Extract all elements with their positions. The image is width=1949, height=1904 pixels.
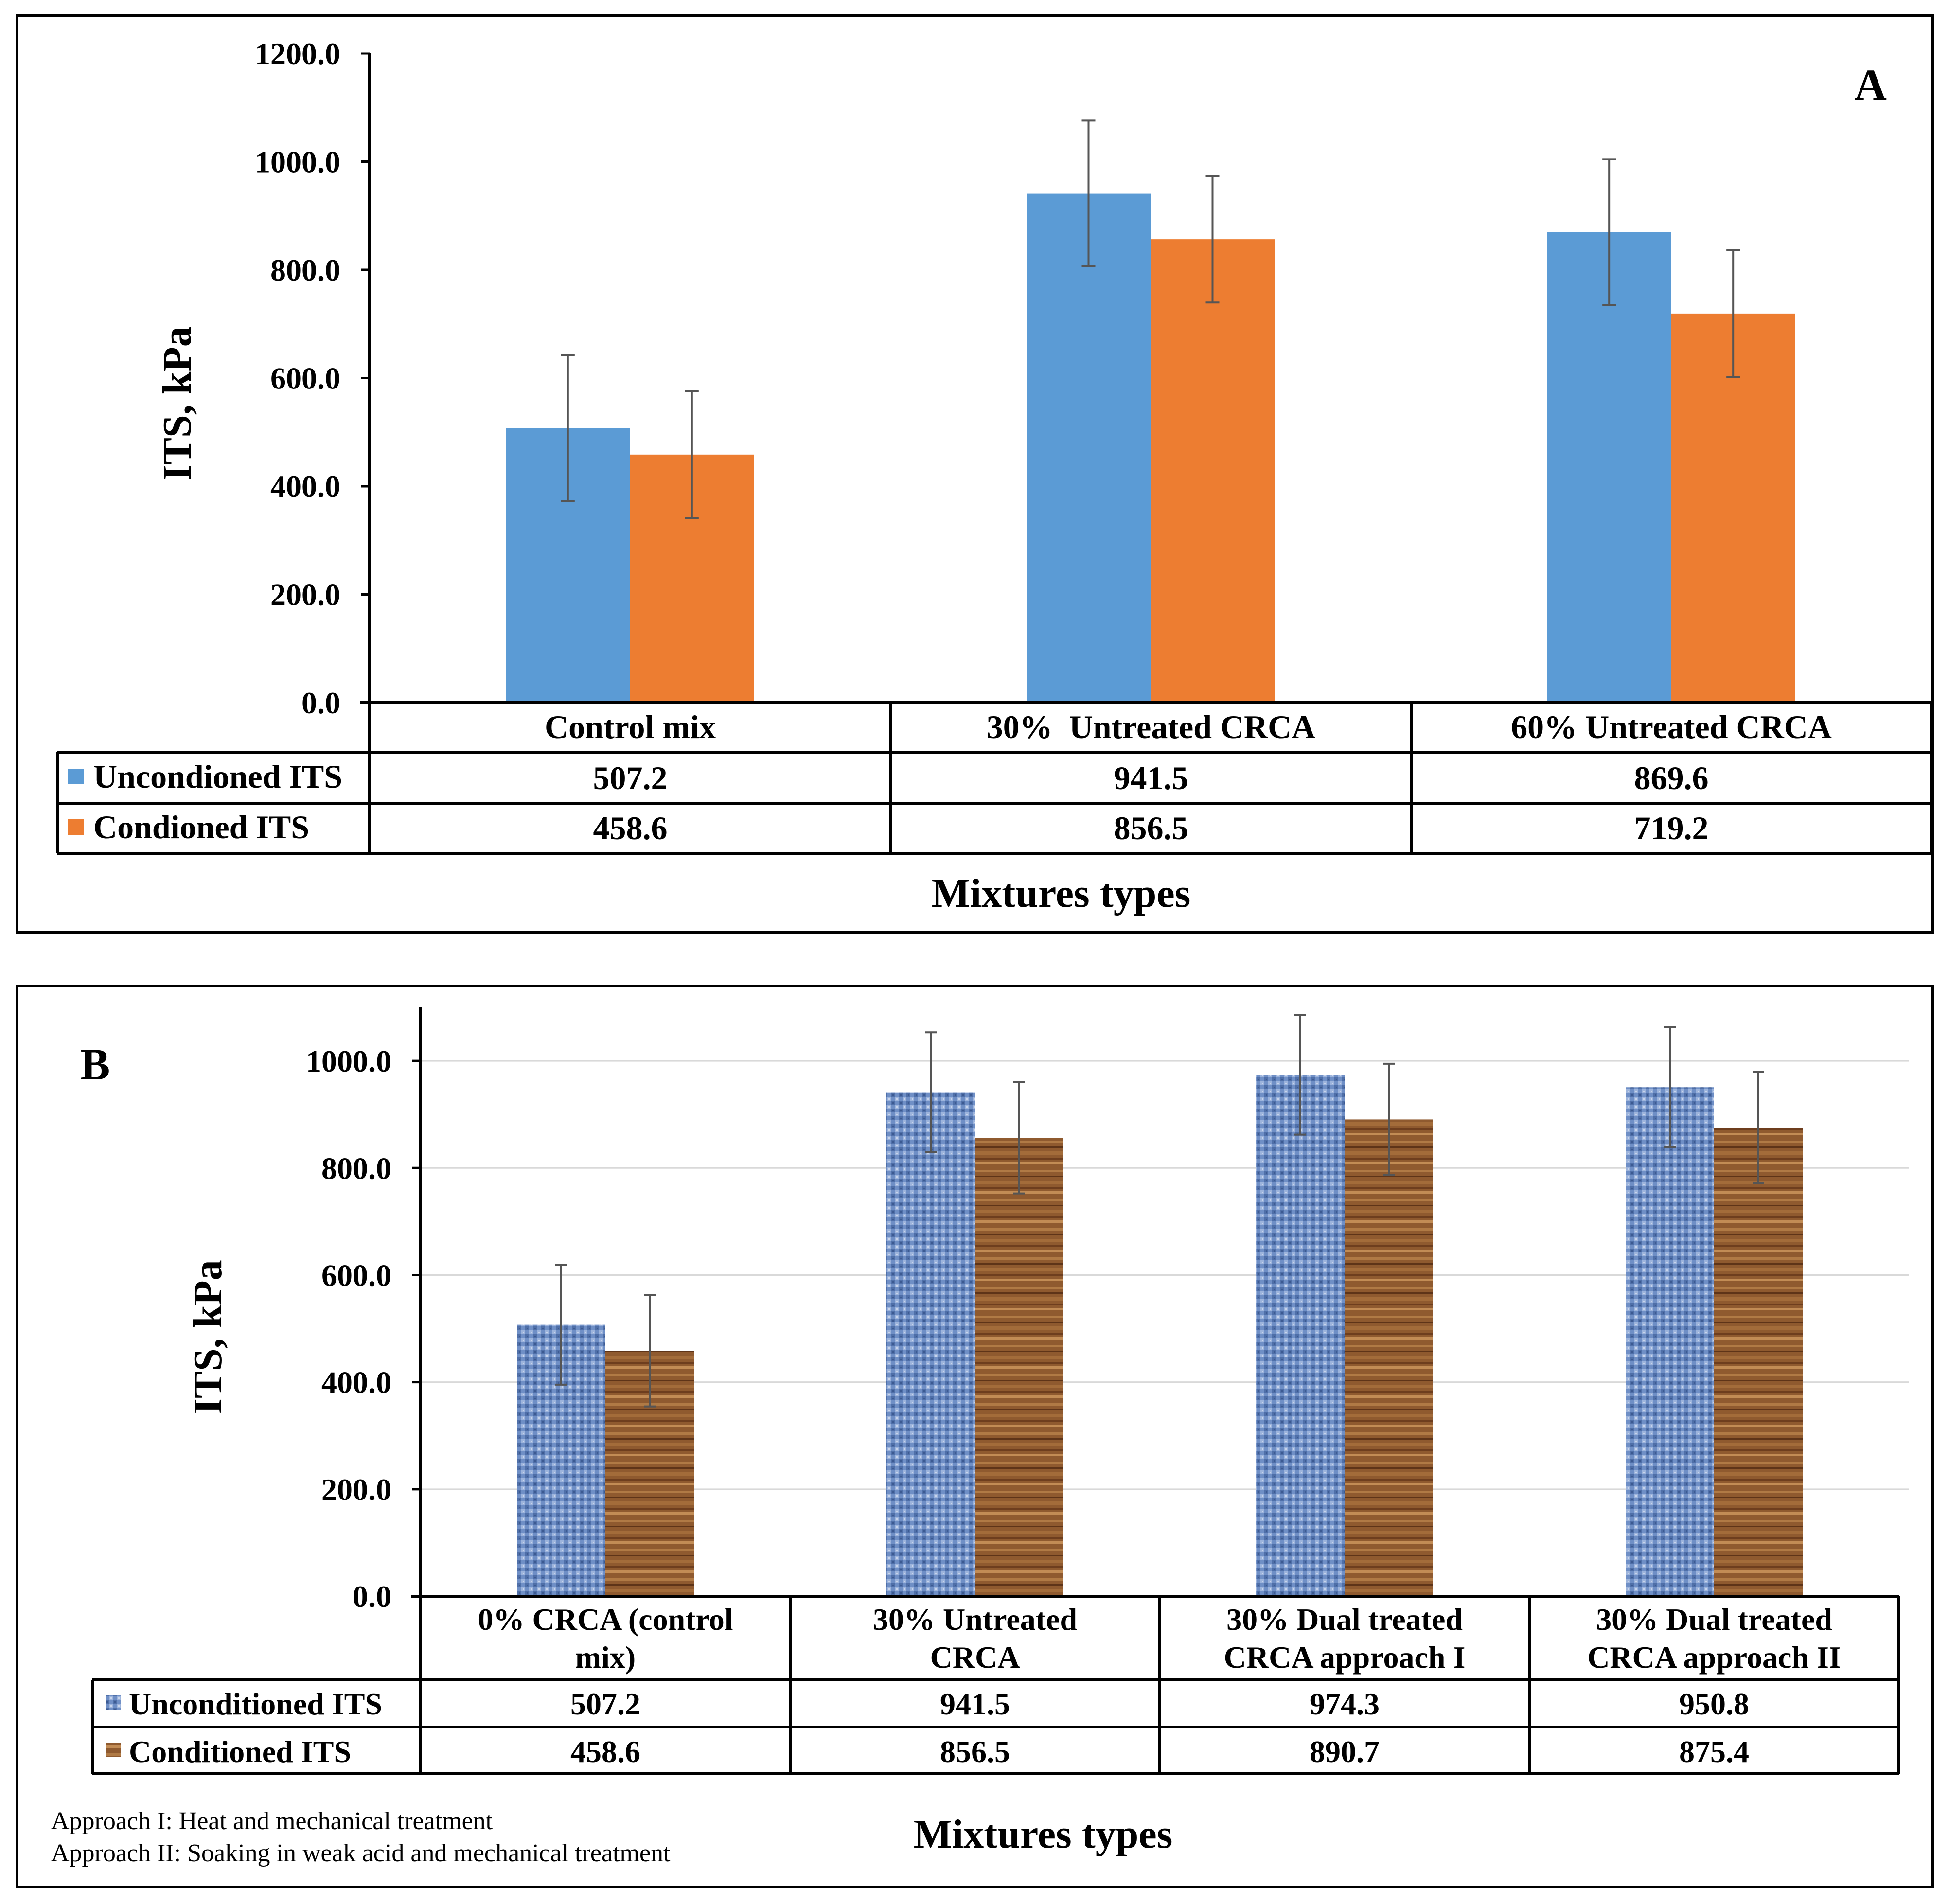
panel-a-ytick-label: 1000.0: [255, 145, 340, 179]
panel-b-bar-unconditioned: [1256, 1075, 1345, 1596]
panel-b-table-value: 507.2: [570, 1687, 640, 1721]
panel-a-ytick-label: 600.0: [270, 361, 340, 396]
panel-b-ytick-label: 200.0: [321, 1472, 391, 1507]
panel-a-xlabel: Mixtures types: [932, 871, 1191, 916]
panel-a-chart: A ITS, kPa 0.0 200.0 400.0 600.0 800.0 1000.0…: [56, 36, 1933, 916]
panel-b-ytick-label: 800.0: [321, 1151, 391, 1185]
panel-b-note: Approach I: Heat and mechanical treatmen…: [51, 1807, 493, 1835]
panel-b-ylabel: ITS, kPa: [185, 1260, 230, 1414]
panel-a-bar-conditioned: [1151, 239, 1275, 703]
panel-b-bar-unconditioned: [886, 1092, 975, 1596]
panel-a-ytick-label: 200.0: [270, 578, 340, 612]
panel-b-category-label: mix): [575, 1640, 636, 1675]
panel-b-legend-swatch-conditioned: [106, 1743, 121, 1757]
panel-b-category-label: 30% Dual treated: [1596, 1602, 1832, 1637]
panel-b-legend-conditioned: Conditioned ITS: [129, 1734, 351, 1769]
panel-b-bar-conditioned: [1714, 1128, 1803, 1596]
panel-b-category-label: 30% Dual treated: [1226, 1602, 1463, 1637]
panel-a-legend-conditioned: Condioned ITS: [93, 809, 309, 846]
panel-a-legend-unconditioned: Uncondioned ITS: [93, 758, 342, 795]
panel-a-table-value: 458.6: [593, 810, 668, 846]
panel-a-category-label: 60% Untreated CRCA: [1511, 708, 1832, 745]
panel-a-table-value: 869.6: [1634, 759, 1709, 796]
panel-b-table-value: 950.8: [1679, 1687, 1749, 1721]
panel-a-table-value: 856.5: [1114, 810, 1188, 846]
panel-b-table-value: 890.7: [1310, 1734, 1380, 1769]
panel-b-ytick-label: 400.0: [321, 1365, 391, 1400]
panel-a-ylabel: ITS, kPa: [155, 326, 200, 480]
panel-b-ytick-label: 0.0: [353, 1579, 391, 1614]
panel-a-ytick-label: 800.0: [270, 253, 340, 287]
panel-a-ytick-label: 400.0: [270, 469, 340, 504]
panel-b-table-value: 875.4: [1679, 1734, 1749, 1769]
panel-b-category-label: 0% CRCA (control: [478, 1602, 733, 1637]
panel-b-category-label: CRCA: [930, 1640, 1020, 1675]
panel-a-category-label: 30% Untreated CRCA: [987, 708, 1316, 745]
panel-a-table-value: 941.5: [1114, 759, 1188, 796]
panel-b-category-label: CRCA approach II: [1587, 1640, 1841, 1675]
panel-b-bar-conditioned: [1345, 1119, 1433, 1596]
panel-a-label: A: [1855, 60, 1887, 109]
panel-b-table-value: 941.5: [940, 1687, 1010, 1721]
panel-b-frame: [16, 985, 1934, 1888]
panel-a-bar-conditioned: [1671, 313, 1795, 703]
panel-a-ytick-label: 1200.0: [255, 36, 340, 71]
panel-b-chart: B ITS, kPa 0.0 200.0 400.0 600.0 800.0 1000.0…: [51, 1007, 1909, 1867]
panel-b-legend-unconditioned: Unconditioned ITS: [129, 1687, 382, 1721]
panel-a-bar-unconditioned: [1547, 232, 1671, 703]
panel-b-bar-conditioned: [975, 1138, 1063, 1596]
panel-b-category-label: 30% Untreated: [873, 1602, 1077, 1637]
panel-a-table-value: 719.2: [1634, 810, 1709, 846]
panel-a-table-value: 507.2: [593, 759, 668, 796]
panel-b-label: B: [80, 1040, 110, 1089]
panel-b-note: Approach II: Soaking in weak acid and me…: [51, 1839, 671, 1867]
panel-b-xlabel: Mixtures types: [914, 1812, 1173, 1857]
panel-b-table-value: 458.6: [570, 1734, 640, 1769]
panel-a-legend-swatch-conditioned: [68, 819, 84, 835]
panel-a-bar-unconditioned: [1027, 193, 1151, 703]
panel-b-bar-unconditioned: [1626, 1087, 1714, 1596]
panel-b-table-value: 974.3: [1310, 1687, 1380, 1721]
panel-a-legend-swatch-unconditioned: [68, 769, 84, 784]
panel-b-ytick-label: 1000.0: [306, 1044, 391, 1078]
panel-b-legend-swatch-unconditioned: [106, 1695, 121, 1710]
panel-a-category-label: Control mix: [545, 708, 716, 745]
panel-a-frame: [16, 14, 1934, 934]
panel-b-table-value: 856.5: [940, 1734, 1010, 1769]
panel-b-ytick-label: 600.0: [321, 1258, 391, 1292]
panel-b-category-label: CRCA approach I: [1224, 1640, 1466, 1675]
panel-a-ytick-label: 0.0: [301, 686, 340, 720]
